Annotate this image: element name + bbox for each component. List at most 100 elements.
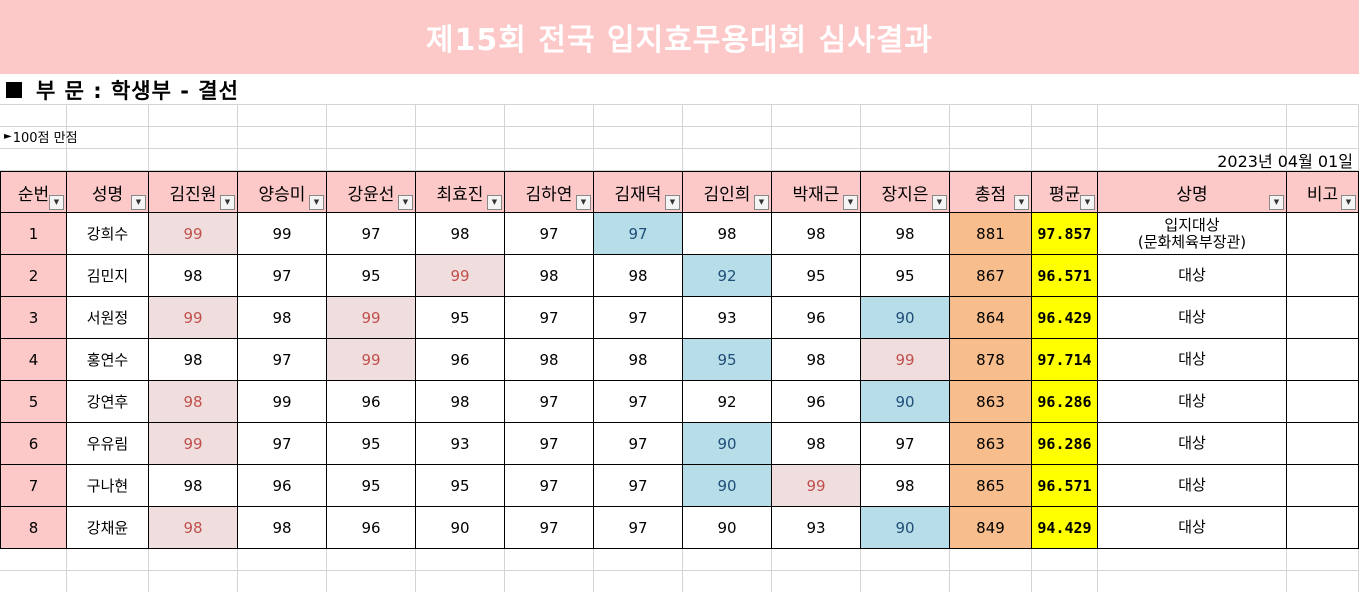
score-cell[interactable]: 96 (237, 464, 327, 507)
score-cell[interactable]: 98 (148, 338, 238, 381)
column-header[interactable]: 비고 ▼ (1286, 171, 1359, 213)
name-cell[interactable]: 강연후 (66, 380, 149, 423)
total-cell[interactable]: 863 (949, 422, 1032, 465)
column-header[interactable]: 장지은 ▼ (860, 171, 950, 213)
score-cell[interactable]: 97 (593, 380, 683, 423)
score-cell[interactable]: 90 (860, 296, 950, 339)
column-header[interactable]: 김재덕 ▼ (593, 171, 683, 213)
filter-dropdown-icon[interactable]: ▼ (220, 195, 235, 210)
score-cell[interactable]: 97 (593, 464, 683, 507)
score-cell[interactable]: 96 (771, 380, 861, 423)
note-cell[interactable] (1286, 254, 1359, 297)
seq-cell[interactable]: 6 (0, 422, 67, 465)
average-cell[interactable]: 96.571 (1031, 464, 1098, 507)
total-cell[interactable]: 864 (949, 296, 1032, 339)
score-cell[interactable]: 93 (682, 296, 772, 339)
score-cell[interactable]: 99 (237, 212, 327, 255)
score-cell[interactable]: 92 (682, 380, 772, 423)
score-cell[interactable]: 95 (326, 464, 416, 507)
filter-dropdown-icon[interactable]: ▼ (754, 195, 769, 210)
filter-dropdown-icon[interactable]: ▼ (665, 195, 680, 210)
score-cell[interactable]: 96 (771, 296, 861, 339)
score-cell[interactable]: 97 (860, 422, 950, 465)
total-cell[interactable]: 867 (949, 254, 1032, 297)
column-header[interactable]: 김하연 ▼ (504, 171, 594, 213)
average-cell[interactable]: 97.857 (1031, 212, 1098, 255)
score-cell[interactable]: 99 (771, 464, 861, 507)
award-cell[interactable]: 대상 (1097, 506, 1287, 549)
score-cell[interactable]: 97 (326, 212, 416, 255)
column-header[interactable]: 강윤선 ▼ (326, 171, 416, 213)
average-cell[interactable]: 96.429 (1031, 296, 1098, 339)
note-cell[interactable] (1286, 422, 1359, 465)
score-cell[interactable]: 97 (504, 380, 594, 423)
score-cell[interactable]: 98 (860, 212, 950, 255)
filter-dropdown-icon[interactable]: ▼ (576, 195, 591, 210)
filter-dropdown-icon[interactable]: ▼ (1341, 195, 1356, 210)
seq-cell[interactable]: 3 (0, 296, 67, 339)
column-header[interactable]: 김진원 ▼ (148, 171, 238, 213)
score-cell[interactable]: 95 (860, 254, 950, 297)
average-cell[interactable]: 94.429 (1031, 506, 1098, 549)
award-cell[interactable]: 입지대상 (문화체육부장관) (1097, 212, 1287, 255)
score-cell[interactable]: 98 (860, 464, 950, 507)
score-cell[interactable]: 98 (415, 380, 505, 423)
award-cell[interactable]: 대상 (1097, 380, 1287, 423)
column-header[interactable]: 총점 ▼ (949, 171, 1032, 213)
score-cell[interactable]: 90 (860, 380, 950, 423)
score-cell[interactable]: 98 (771, 338, 861, 381)
score-cell[interactable]: 98 (237, 506, 327, 549)
name-cell[interactable]: 김민지 (66, 254, 149, 297)
column-header[interactable]: 상명 ▼ (1097, 171, 1287, 213)
award-cell[interactable]: 대상 (1097, 422, 1287, 465)
score-cell[interactable]: 98 (771, 422, 861, 465)
column-header[interactable]: 성명 ▼ (66, 171, 149, 213)
score-cell[interactable]: 97 (504, 422, 594, 465)
total-cell[interactable]: 878 (949, 338, 1032, 381)
score-cell[interactable]: 98 (504, 338, 594, 381)
name-cell[interactable]: 우유림 (66, 422, 149, 465)
score-cell[interactable]: 99 (326, 296, 416, 339)
filter-dropdown-icon[interactable]: ▼ (487, 195, 502, 210)
score-cell[interactable]: 98 (771, 212, 861, 255)
score-cell[interactable]: 98 (237, 296, 327, 339)
score-cell[interactable]: 90 (415, 506, 505, 549)
score-cell[interactable]: 90 (682, 422, 772, 465)
score-cell[interactable]: 96 (415, 338, 505, 381)
seq-cell[interactable]: 5 (0, 380, 67, 423)
column-header[interactable]: 순번 ▼ (0, 171, 67, 213)
score-cell[interactable]: 98 (148, 464, 238, 507)
seq-cell[interactable]: 7 (0, 464, 67, 507)
score-cell[interactable]: 95 (771, 254, 861, 297)
score-cell[interactable]: 93 (415, 422, 505, 465)
note-cell[interactable] (1286, 506, 1359, 549)
score-cell[interactable]: 97 (237, 422, 327, 465)
score-cell[interactable]: 97 (504, 464, 594, 507)
award-cell[interactable]: 대상 (1097, 296, 1287, 339)
note-cell[interactable] (1286, 380, 1359, 423)
total-cell[interactable]: 849 (949, 506, 1032, 549)
score-cell[interactable]: 97 (504, 296, 594, 339)
score-cell[interactable]: 96 (326, 380, 416, 423)
score-cell[interactable]: 95 (415, 464, 505, 507)
score-cell[interactable]: 90 (860, 506, 950, 549)
score-cell[interactable]: 99 (415, 254, 505, 297)
name-cell[interactable]: 강채윤 (66, 506, 149, 549)
column-header[interactable]: 평균 ▼ (1031, 171, 1098, 213)
column-header[interactable]: 양승미 ▼ (237, 171, 327, 213)
score-cell[interactable]: 98 (415, 212, 505, 255)
filter-dropdown-icon[interactable]: ▼ (1269, 195, 1284, 210)
score-cell[interactable]: 96 (326, 506, 416, 549)
award-cell[interactable]: 대상 (1097, 338, 1287, 381)
score-cell[interactable]: 97 (504, 212, 594, 255)
score-cell[interactable]: 97 (237, 338, 327, 381)
note-cell[interactable] (1286, 464, 1359, 507)
note-cell[interactable] (1286, 338, 1359, 381)
filter-dropdown-icon[interactable]: ▼ (309, 195, 324, 210)
award-cell[interactable]: 대상 (1097, 464, 1287, 507)
score-cell[interactable]: 97 (593, 212, 683, 255)
sort-filter-icon[interactable]: ▼ (49, 195, 64, 210)
score-cell[interactable]: 99 (148, 296, 238, 339)
name-cell[interactable]: 강희수 (66, 212, 149, 255)
score-cell[interactable]: 97 (593, 506, 683, 549)
